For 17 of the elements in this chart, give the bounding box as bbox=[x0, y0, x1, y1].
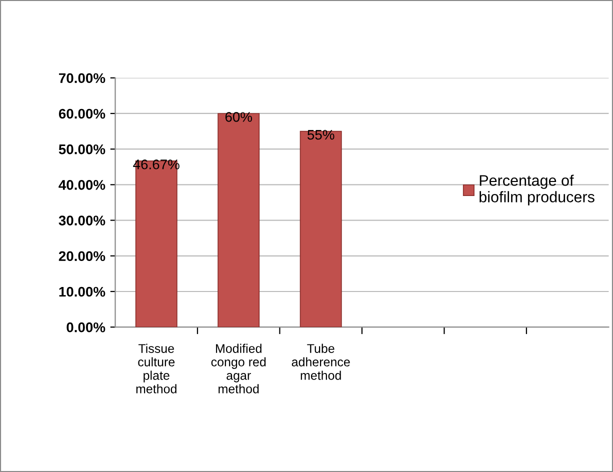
y-tick-label: 30.00% bbox=[58, 216, 106, 226]
y-tick-label: 40.00% bbox=[58, 180, 106, 190]
bar bbox=[300, 130, 342, 328]
x-tick-label: Tube adherence method bbox=[292, 344, 350, 380]
data-label: 55% bbox=[308, 130, 334, 140]
x-tick-label: Tissue culture plate method bbox=[136, 344, 176, 394]
data-label: 60% bbox=[225, 112, 252, 122]
y-tick-label: 20.00% bbox=[58, 251, 106, 262]
y-tick-label: 10.00% bbox=[59, 286, 106, 297]
bar bbox=[135, 160, 178, 328]
x-tick-label: Modified congo red agar method bbox=[211, 344, 266, 394]
y-tick-label: 70.00% bbox=[59, 73, 106, 84]
y-tick-label: 0.00% bbox=[66, 322, 106, 332]
legend-label: Percentage of biofilm producers bbox=[480, 174, 594, 206]
y-tick-label: 50.00% bbox=[58, 144, 106, 154]
bar bbox=[218, 113, 260, 328]
y-tick-label: 60.00% bbox=[58, 108, 106, 119]
